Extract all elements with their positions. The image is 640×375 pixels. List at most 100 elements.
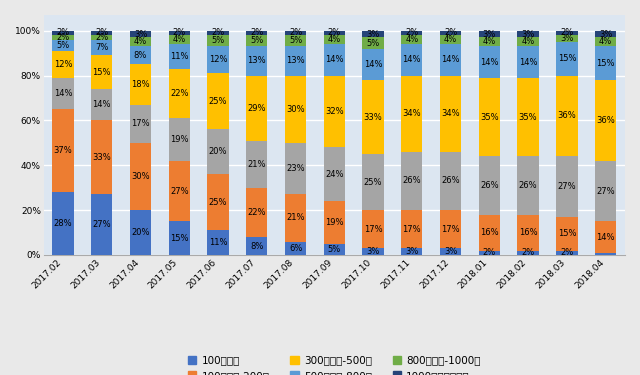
Bar bbox=[401, 31, 422, 35]
Text: 20%: 20% bbox=[131, 228, 150, 237]
Text: 3%: 3% bbox=[444, 247, 458, 256]
Bar bbox=[91, 35, 113, 40]
Bar bbox=[556, 31, 577, 35]
Bar bbox=[362, 210, 384, 248]
Bar bbox=[440, 31, 461, 35]
Bar bbox=[556, 251, 577, 255]
Bar bbox=[556, 35, 577, 42]
Text: 3%: 3% bbox=[134, 30, 147, 39]
Bar bbox=[595, 161, 616, 221]
Bar bbox=[362, 248, 384, 255]
Text: 17%: 17% bbox=[131, 119, 150, 128]
Text: 5%: 5% bbox=[211, 36, 225, 45]
Text: 2%: 2% bbox=[483, 248, 496, 257]
Text: 4%: 4% bbox=[173, 35, 186, 44]
Bar bbox=[440, 248, 461, 255]
Text: 26%: 26% bbox=[442, 177, 460, 186]
Text: 2%: 2% bbox=[95, 28, 108, 38]
Text: 33%: 33% bbox=[92, 153, 111, 162]
Text: 3%: 3% bbox=[522, 30, 535, 39]
Text: 14%: 14% bbox=[54, 89, 72, 98]
Text: 15%: 15% bbox=[170, 234, 189, 243]
Bar bbox=[401, 152, 422, 210]
Bar bbox=[556, 217, 577, 250]
Text: 33%: 33% bbox=[364, 112, 383, 122]
Bar bbox=[52, 109, 74, 192]
Text: 27%: 27% bbox=[596, 187, 615, 196]
Bar bbox=[324, 35, 345, 44]
Text: 11%: 11% bbox=[170, 52, 189, 61]
Text: 29%: 29% bbox=[248, 104, 266, 112]
Bar bbox=[595, 221, 616, 253]
Text: 36%: 36% bbox=[596, 116, 615, 125]
Bar bbox=[518, 46, 539, 78]
Text: 2%: 2% bbox=[522, 248, 535, 257]
Text: 3%: 3% bbox=[599, 30, 612, 39]
Text: 5%: 5% bbox=[56, 41, 70, 50]
Text: 4%: 4% bbox=[134, 38, 147, 46]
Bar bbox=[518, 38, 539, 46]
Bar bbox=[246, 188, 268, 237]
Bar bbox=[169, 44, 190, 69]
Bar bbox=[440, 44, 461, 75]
Text: 2%: 2% bbox=[173, 28, 186, 38]
Text: 2%: 2% bbox=[250, 28, 264, 38]
Bar bbox=[362, 154, 384, 210]
Text: 14%: 14% bbox=[519, 58, 538, 67]
Bar bbox=[169, 35, 190, 44]
Bar bbox=[401, 44, 422, 75]
Text: 17%: 17% bbox=[442, 225, 460, 234]
Text: 4%: 4% bbox=[328, 35, 341, 44]
Bar bbox=[595, 31, 616, 38]
Bar bbox=[401, 75, 422, 152]
Text: 4%: 4% bbox=[483, 38, 496, 46]
Bar bbox=[285, 46, 306, 75]
Text: 14%: 14% bbox=[325, 56, 344, 64]
Bar bbox=[285, 143, 306, 195]
Text: 2%: 2% bbox=[328, 28, 341, 38]
Text: 14%: 14% bbox=[596, 232, 615, 242]
Text: 27%: 27% bbox=[92, 220, 111, 229]
Text: 14%: 14% bbox=[93, 100, 111, 109]
Text: 3%: 3% bbox=[405, 247, 419, 256]
Text: 34%: 34% bbox=[442, 109, 460, 118]
Bar bbox=[207, 46, 228, 74]
Bar bbox=[91, 40, 113, 56]
Bar bbox=[362, 38, 384, 49]
Text: 32%: 32% bbox=[325, 107, 344, 116]
Legend: 100万以下, 100（含）-200万, 200（含）-300万, 300（含）-500万, 500（含）-800万, 800（含）-1000万, 1000万（: 100万以下, 100（含）-200万, 200（含）-300万, 300（含）… bbox=[184, 351, 485, 375]
Bar bbox=[479, 78, 500, 156]
Bar bbox=[52, 51, 74, 78]
Text: 19%: 19% bbox=[170, 135, 189, 144]
Text: 14%: 14% bbox=[403, 56, 421, 64]
Text: 2%: 2% bbox=[405, 28, 419, 38]
Bar bbox=[207, 31, 228, 35]
Text: 30%: 30% bbox=[131, 172, 150, 181]
Bar bbox=[518, 31, 539, 38]
Bar bbox=[169, 118, 190, 161]
Bar bbox=[401, 35, 422, 44]
Bar bbox=[285, 31, 306, 35]
Text: 12%: 12% bbox=[54, 60, 72, 69]
Bar bbox=[362, 49, 384, 80]
Bar bbox=[595, 46, 616, 80]
Bar bbox=[285, 242, 306, 255]
Bar bbox=[324, 244, 345, 255]
Bar bbox=[246, 75, 268, 141]
Text: 25%: 25% bbox=[209, 97, 227, 106]
Text: 2%: 2% bbox=[95, 33, 108, 42]
Bar bbox=[324, 147, 345, 201]
Bar bbox=[246, 46, 268, 75]
Bar bbox=[479, 31, 500, 38]
Bar bbox=[52, 35, 74, 40]
Text: 2%: 2% bbox=[560, 28, 573, 38]
Text: 18%: 18% bbox=[131, 80, 150, 89]
Text: 4%: 4% bbox=[444, 35, 457, 44]
Text: 27%: 27% bbox=[557, 182, 576, 191]
Bar bbox=[324, 31, 345, 35]
Text: 35%: 35% bbox=[480, 112, 499, 122]
Bar bbox=[518, 156, 539, 214]
Bar bbox=[91, 195, 113, 255]
Text: 2%: 2% bbox=[56, 28, 70, 38]
Text: 2%: 2% bbox=[560, 248, 573, 257]
